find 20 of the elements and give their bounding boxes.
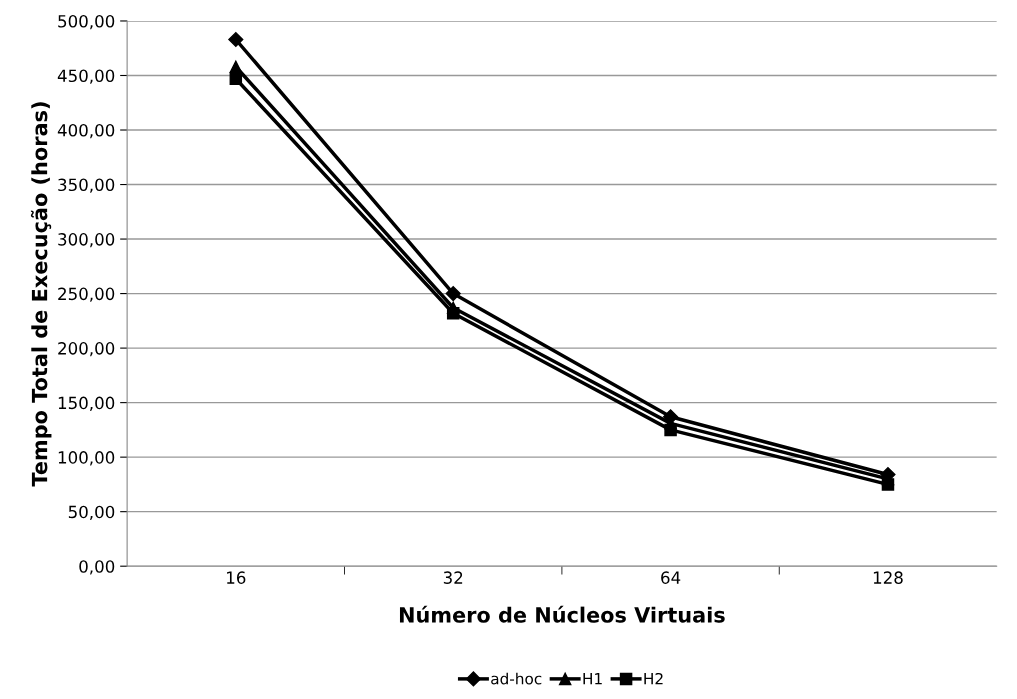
legend-label: H1 bbox=[583, 673, 602, 685]
y-tick-label: 350,00 bbox=[58, 178, 115, 193]
y-axis-title: Tempo Total de Execução (horas) bbox=[30, 102, 52, 487]
y-tick-label: 150,00 bbox=[58, 396, 115, 411]
x-tick-label: 64 bbox=[661, 571, 681, 584]
x-tick-label: 128 bbox=[873, 571, 903, 584]
x-tick-label: 32 bbox=[443, 571, 463, 584]
y-tick-label: 500,00 bbox=[58, 14, 115, 30]
y-tick-label: 450,00 bbox=[57, 69, 115, 84]
y-tick-label: 200,00 bbox=[58, 342, 115, 357]
y-tick-label: 0,00 bbox=[79, 560, 115, 575]
y-tick-label: 400,00 bbox=[57, 123, 115, 139]
legend-label: ad-hoc bbox=[491, 672, 542, 685]
y-tick-label: 250,00 bbox=[58, 287, 115, 302]
x-tick-label: 16 bbox=[227, 571, 246, 584]
x-axis-title: Número de Núcleos Virtuais bbox=[399, 605, 725, 623]
y-tick-label: 50,00 bbox=[68, 505, 115, 520]
y-tick-label: 100,00 bbox=[58, 451, 115, 466]
legend-label: H2 bbox=[644, 672, 663, 685]
y-tick-label: 300,00 bbox=[58, 233, 115, 248]
